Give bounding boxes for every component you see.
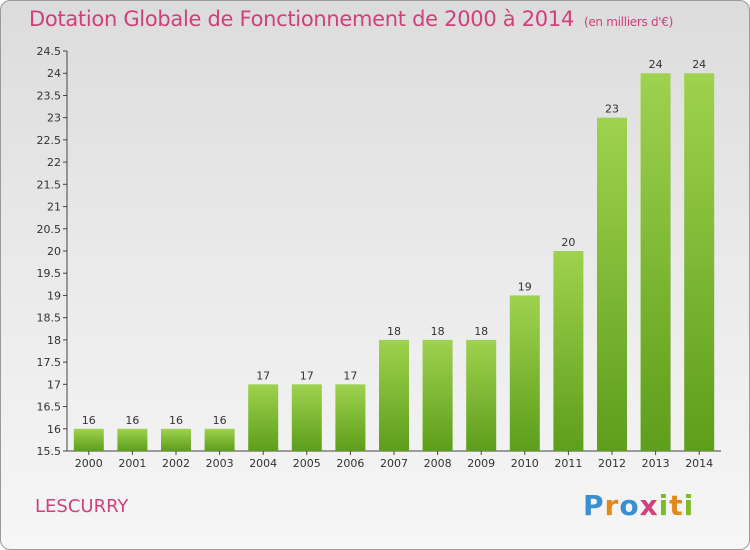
bar-value-label: 17 bbox=[256, 369, 270, 382]
y-tick-label: 16 bbox=[47, 423, 61, 436]
bar bbox=[466, 339, 497, 451]
bar-value-label: 17 bbox=[300, 369, 314, 382]
bar bbox=[73, 428, 104, 451]
x-tick-label: 2011 bbox=[554, 457, 582, 470]
bar bbox=[684, 73, 715, 451]
bar-value-label: 18 bbox=[387, 325, 401, 338]
y-tick-label: 20 bbox=[47, 245, 61, 258]
bar bbox=[509, 295, 540, 451]
x-tick-label: 2004 bbox=[249, 457, 277, 470]
bar-value-label: 18 bbox=[431, 325, 445, 338]
bar-value-label: 24 bbox=[649, 58, 663, 71]
x-tick-label: 2013 bbox=[642, 457, 670, 470]
bar-value-label: 17 bbox=[343, 369, 357, 382]
bar bbox=[640, 73, 671, 451]
bar-value-label: 19 bbox=[518, 280, 532, 293]
chart-subtitle: (en milliers d'€) bbox=[583, 15, 673, 29]
bar-value-label: 24 bbox=[692, 58, 706, 71]
y-tick-label: 17 bbox=[47, 378, 61, 391]
y-tick-label: 21.5 bbox=[37, 178, 62, 191]
chart-title-text: Dotation Globale de Fonctionnement de 20… bbox=[29, 7, 574, 31]
x-tick-label: 2000 bbox=[75, 457, 103, 470]
bar bbox=[553, 251, 584, 451]
x-tick-label: 2005 bbox=[293, 457, 321, 470]
bar-value-label: 16 bbox=[169, 414, 183, 427]
x-tick-label: 2010 bbox=[511, 457, 539, 470]
x-tick-label: 2012 bbox=[598, 457, 626, 470]
y-tick-label: 15.5 bbox=[37, 445, 62, 458]
bar bbox=[379, 339, 409, 451]
bar-value-label: 20 bbox=[561, 236, 575, 249]
bar bbox=[117, 428, 148, 451]
bar-value-label: 16 bbox=[213, 414, 227, 427]
bar-value-label: 16 bbox=[82, 414, 96, 427]
bar bbox=[161, 428, 191, 451]
bar-value-label: 18 bbox=[474, 325, 488, 338]
x-tick-label: 2001 bbox=[118, 457, 146, 470]
bar-value-label: 23 bbox=[605, 103, 619, 116]
y-tick-label: 22.5 bbox=[37, 134, 62, 147]
x-tick-label: 2006 bbox=[336, 457, 364, 470]
bar-value-label: 16 bbox=[125, 414, 139, 427]
bar bbox=[248, 384, 279, 451]
y-tick-label: 24 bbox=[47, 67, 61, 80]
bar bbox=[204, 428, 235, 451]
y-tick-label: 21 bbox=[47, 201, 61, 214]
y-tick-label: 22 bbox=[47, 156, 61, 169]
x-tick-label: 2008 bbox=[424, 457, 452, 470]
bar bbox=[422, 339, 453, 451]
x-tick-label: 2002 bbox=[162, 457, 190, 470]
x-tick-label: 2003 bbox=[206, 457, 234, 470]
x-tick-label: 2007 bbox=[380, 457, 408, 470]
y-tick-label: 19 bbox=[47, 289, 61, 302]
x-tick-label: 2009 bbox=[467, 457, 495, 470]
y-tick-label: 20.5 bbox=[37, 223, 62, 236]
commune-name: LESCURRY bbox=[35, 496, 129, 517]
y-tick-label: 23.5 bbox=[37, 89, 62, 102]
y-tick-label: 18.5 bbox=[37, 312, 62, 325]
y-tick-label: 19.5 bbox=[37, 267, 62, 280]
y-tick-label: 17.5 bbox=[37, 356, 62, 369]
bar bbox=[335, 384, 366, 451]
bar bbox=[597, 117, 627, 452]
chart-title: Dotation Globale de Fonctionnement de 20… bbox=[29, 7, 673, 31]
bar bbox=[291, 384, 322, 451]
x-tick-label: 2014 bbox=[685, 457, 713, 470]
y-tick-label: 16.5 bbox=[37, 401, 62, 414]
y-tick-label: 23 bbox=[47, 112, 61, 125]
proxiti-logo: Proxiti bbox=[583, 489, 695, 522]
y-tick-label: 24.5 bbox=[37, 45, 62, 58]
y-tick-label: 18 bbox=[47, 334, 61, 347]
